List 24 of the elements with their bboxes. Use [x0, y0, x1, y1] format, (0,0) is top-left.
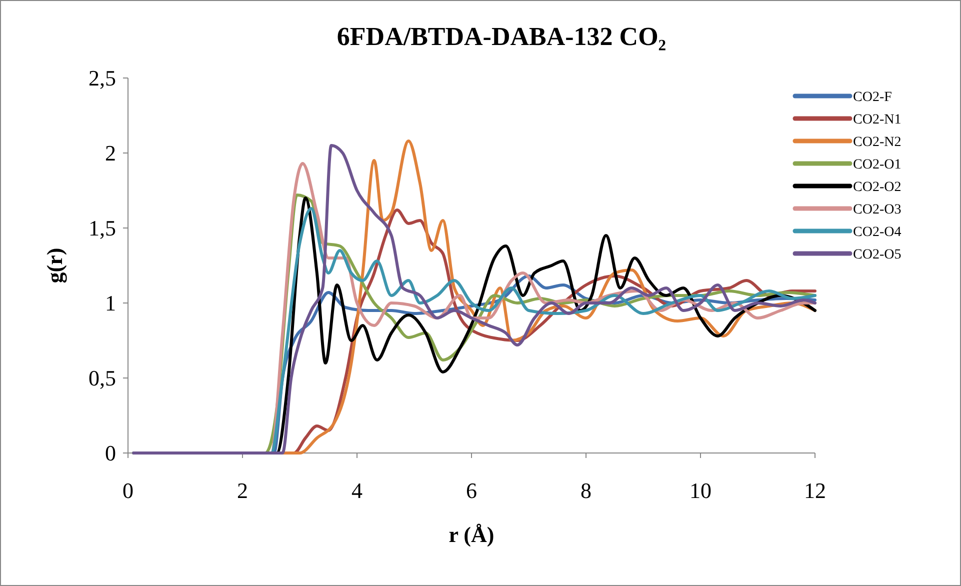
legend-label: CO2-O1	[853, 157, 902, 172]
legend-label: CO2-O4	[853, 224, 902, 240]
legend-label: CO2-O2	[853, 180, 902, 195]
y-tick-label: 2,5	[88, 66, 116, 91]
x-tick-label: 6	[466, 478, 477, 503]
legend-label: CO2-N2	[853, 134, 902, 150]
y-tick-label: 2	[105, 140, 116, 166]
legend-label: CO2-O3	[853, 202, 902, 218]
x-tick-label: 8	[580, 478, 592, 503]
x-tick-label: 0	[122, 478, 134, 503]
x-tick-label: 4	[352, 478, 362, 503]
y-axis-title: g(r)	[42, 248, 67, 284]
y-tick-label: 1,5	[88, 216, 116, 241]
x-tick-label: 10	[690, 478, 712, 503]
legend-label: CO2-O5	[853, 247, 902, 262]
x-tick-label: 2	[237, 478, 248, 503]
y-tick-label: 0,5	[88, 366, 116, 391]
y-tick-label: 0	[105, 440, 116, 466]
chart-title: 6FDA/BTDA-DABA-132 CO₂	[336, 22, 666, 51]
x-tick-label: 12	[804, 478, 826, 503]
x-axis-title: r (Å)	[448, 522, 494, 547]
legend-label: CO2-N1	[853, 112, 902, 128]
y-tick-label: 1	[105, 290, 116, 316]
legend-label: CO2-F	[853, 90, 892, 105]
